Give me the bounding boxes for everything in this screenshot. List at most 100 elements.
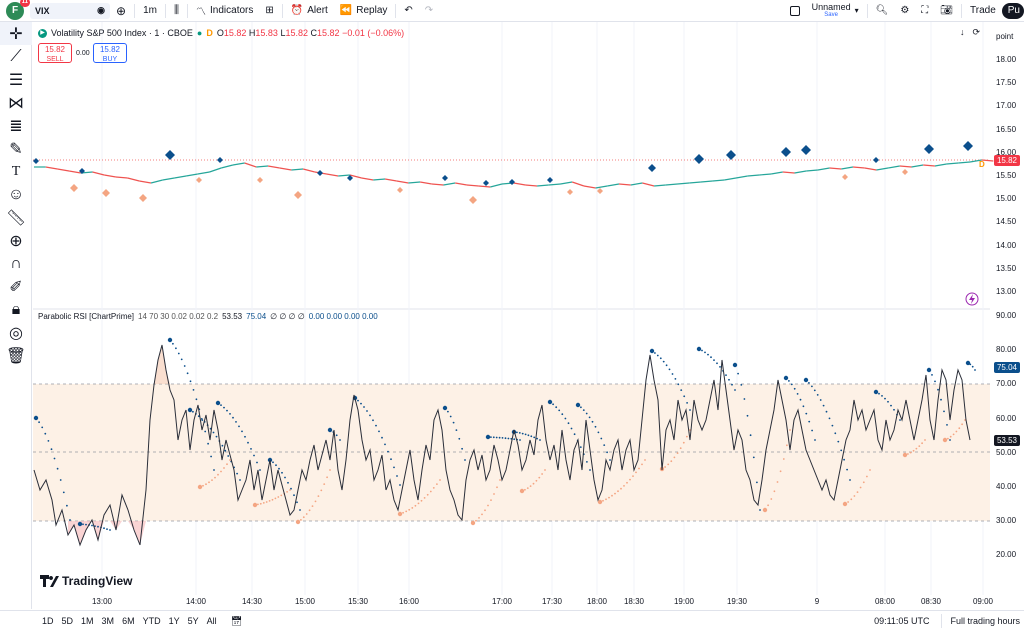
sar-dot [813, 389, 816, 392]
range-1m-button[interactable]: 1M [81, 616, 94, 626]
plus-circle-icon: ⊕ [116, 3, 127, 18]
trendline-tool[interactable]: ⟋ [0, 45, 32, 68]
price-segment [349, 174, 362, 179]
snapshot-button[interactable]: 📷︎ [934, 0, 959, 22]
maximize-icon[interactable]: ⟳ [972, 27, 981, 37]
interval-button[interactable]: 1m [143, 5, 157, 16]
rsi-tick-label: 80.00 [996, 345, 1017, 355]
session-button[interactable]: Full trading hours [950, 616, 1020, 626]
clock[interactable]: 09:11:05 UTC [874, 616, 930, 626]
range-1d-button[interactable]: 1D [42, 616, 54, 626]
price-segment [490, 183, 503, 188]
range-1y-button[interactable]: 1Y [168, 616, 180, 626]
range-5y-button[interactable]: 5Y [187, 616, 199, 626]
pattern-tool[interactable]: ⋈ [0, 91, 32, 114]
brush-tool[interactable]: ✎ [0, 137, 32, 160]
sar-dot [822, 404, 825, 407]
layout-save-label: Save [824, 11, 838, 18]
range-ytd-button[interactable]: YTD [142, 616, 161, 626]
close-label: C [310, 28, 318, 38]
sar-dot [638, 467, 640, 470]
templates-button[interactable]: ⊞ [259, 0, 279, 22]
sar-dot [734, 389, 736, 391]
emoji-tool[interactable]: ☺ [0, 183, 32, 206]
indicators-button[interactable]: 〽 Indicators [190, 0, 259, 22]
sar-dot [686, 435, 688, 438]
price-segment [104, 174, 117, 178]
sar-dot [475, 519, 477, 522]
hide-tool[interactable]: ◎ [0, 321, 32, 344]
fib-tool[interactable]: ≣ [0, 114, 32, 137]
text-tool[interactable]: T [0, 160, 32, 183]
stay-drawing-tool[interactable]: ✐ [0, 275, 32, 298]
time-tick-label: 19:30 [727, 597, 748, 606]
price-unit[interactable]: point [996, 32, 1014, 41]
price-segment [548, 183, 561, 186]
time-axis[interactable]: 13:00 14:00 14:30 15:00 15:30 16:00 17:00 17:30… [92, 597, 994, 606]
compare-button[interactable]: ⊕ [110, 0, 132, 22]
sar-dot [629, 478, 631, 481]
range-3m-button[interactable]: 3M [101, 616, 115, 626]
layout-button[interactable]: Unnamed Save ▾ [784, 0, 865, 22]
magnet-tool[interactable]: ∩ [0, 252, 32, 275]
layout-name: Unnamed [811, 1, 851, 12]
crosshair-tool[interactable]: ✛ [0, 22, 32, 45]
price-segment [525, 184, 538, 187]
price-segment [654, 184, 666, 187]
sell-button[interactable]: 15.82 SELL [38, 43, 72, 63]
lines-tool[interactable]: ☰ [0, 68, 32, 91]
symbol-search[interactable]: VIX ◉ [30, 2, 110, 19]
range-all-button[interactable]: All [206, 616, 217, 626]
zoom-tool[interactable]: ⊕ [0, 229, 32, 252]
sar-dot [103, 527, 105, 530]
publish-button[interactable]: Pu [1001, 2, 1024, 19]
undo-button[interactable]: ↶ [398, 0, 418, 22]
buy-button[interactable]: 15.82 BUY [93, 43, 127, 63]
fullscreen-button[interactable]: ⛶ [915, 0, 934, 22]
sar-dot [280, 494, 283, 497]
range-5d-button[interactable]: 5D [61, 616, 74, 626]
price-marker [567, 189, 573, 195]
sar-dot [66, 504, 68, 507]
trade-button[interactable]: Trade [970, 5, 996, 16]
price-marker [509, 179, 515, 185]
redo-button[interactable]: ↷ [419, 0, 439, 22]
settings-button[interactable]: ⚙ [894, 0, 915, 22]
measure-tool[interactable]: 📏︎ [0, 206, 32, 229]
remove-tool[interactable]: 🗑︎ [0, 344, 32, 367]
range-6m-button[interactable]: 6M [122, 616, 135, 626]
sar-dot [600, 437, 603, 440]
user-avatar[interactable]: F 11 [6, 0, 30, 20]
price-axis[interactable]: point 18.00 17.50 17.00 16.50 16.00 15.50 15.0… [990, 22, 1024, 610]
indicator-zero-values: 0.00 0.00 0.00 0.00 [308, 312, 378, 321]
sar-dot [942, 437, 948, 443]
alert-button[interactable]: ⏰ Alert [285, 0, 334, 22]
lightning-icon[interactable] [965, 292, 979, 306]
lock-tool[interactable]: 🔒︎ [0, 298, 32, 321]
replay-button[interactable]: ⏪ Replay [334, 0, 394, 22]
sar-dot [644, 459, 646, 461]
price-marker [294, 191, 302, 199]
arrow-down-icon[interactable]: ↓ [960, 27, 965, 37]
sar-dot [329, 469, 331, 471]
sar-dot [719, 366, 721, 368]
sar-dot [918, 445, 921, 447]
price-segment [958, 161, 971, 164]
price-marker [139, 194, 147, 202]
sar-dot [803, 377, 809, 383]
sar-dot [770, 498, 773, 500]
sar-dot [202, 484, 204, 487]
divider [134, 3, 136, 18]
series-legend[interactable]: ▶ Volatility S&P 500 Index · 1 · CBOE ● … [38, 28, 404, 38]
text-icon: T [11, 163, 21, 179]
calendar-icon[interactable]: 📅︎ [230, 615, 243, 626]
quick-search-button[interactable]: 🔍︎ [870, 0, 895, 22]
sar-dot [811, 429, 813, 432]
sar-dot [195, 398, 198, 401]
divider [941, 614, 943, 628]
sar-dot [177, 352, 180, 355]
chart-type-button[interactable]: ⫼ [168, 0, 185, 22]
indicator-legend[interactable]: Parabolic RSI [ChartPrime] 14 70 30 0.02… [38, 312, 378, 321]
sar-dot [662, 360, 665, 363]
